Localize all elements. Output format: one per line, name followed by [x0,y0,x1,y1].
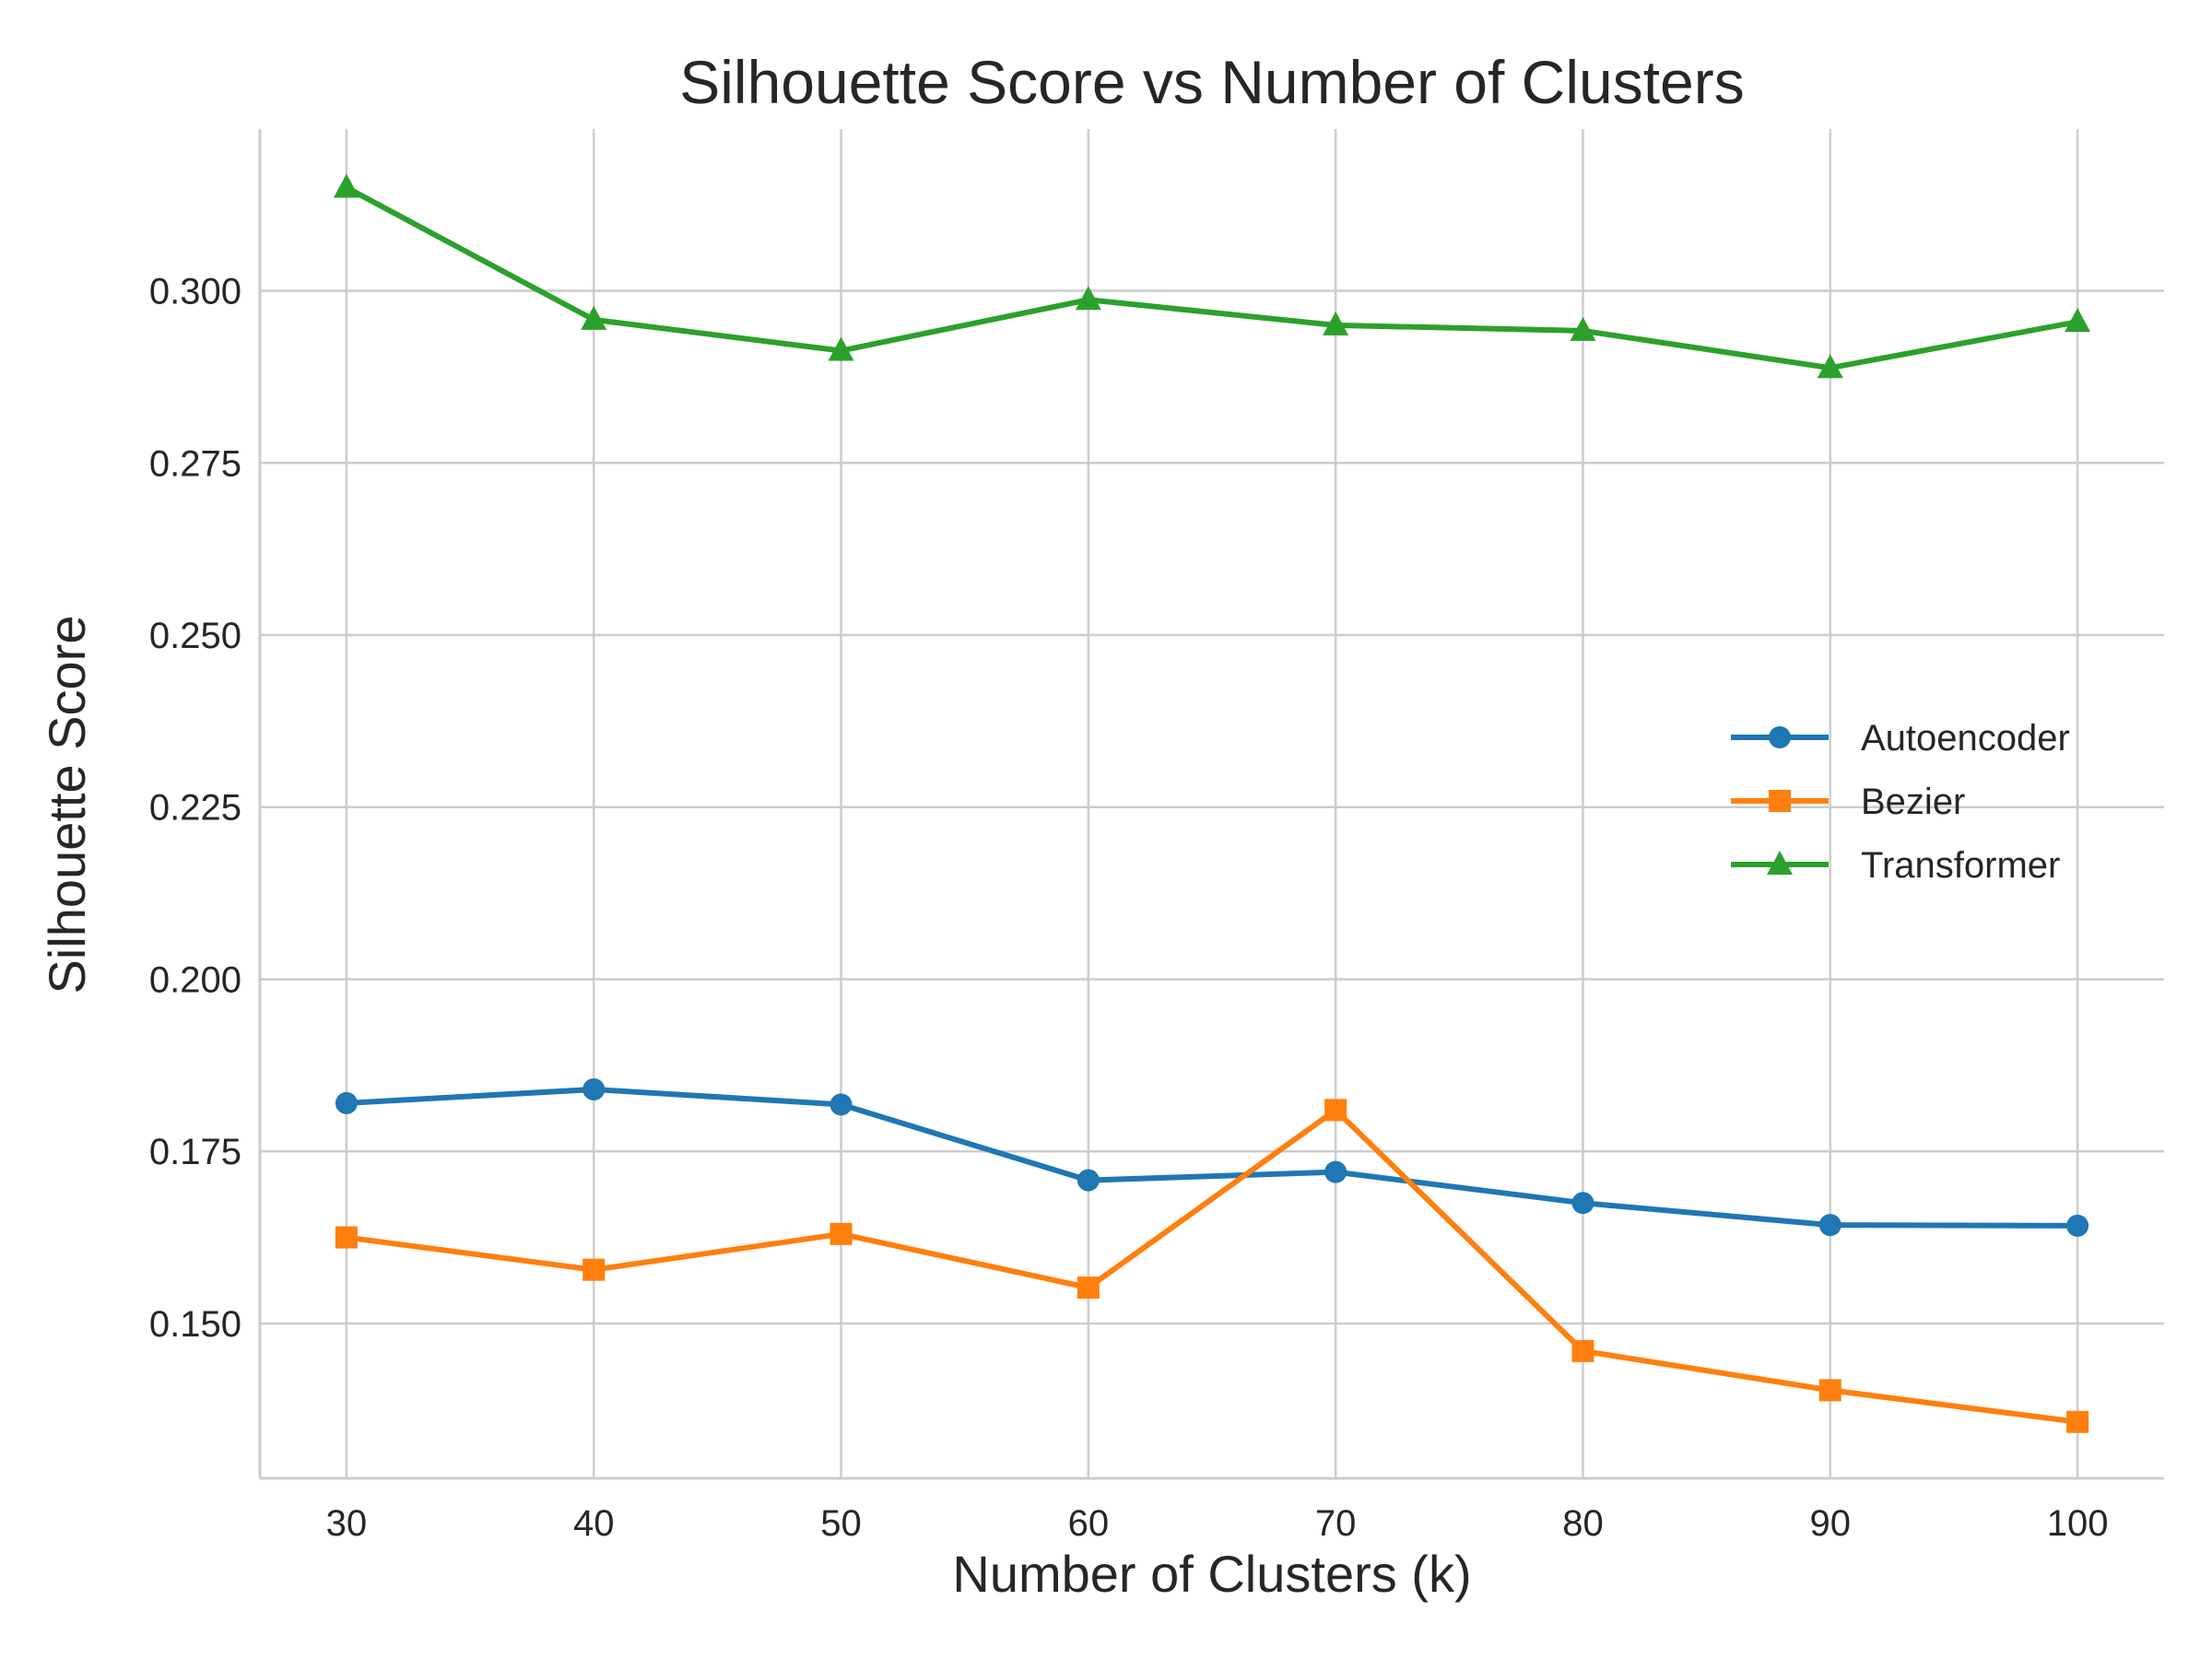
axes [258,129,2164,1480]
transformer-point [2065,308,2091,333]
y-tick-labels: 0.150 0.175 0.200 0.225 0.250 0.275 0.300 [149,272,241,1345]
bezier-point [2066,1410,2089,1433]
series-bezier [335,1099,2089,1433]
transformer-point [828,336,854,361]
legend-label: Bezier [1861,782,1965,822]
x-tick-labels: 30 40 50 60 70 80 90 100 [326,1503,2109,1544]
autoencoder-point [582,1077,606,1100]
autoencoder-point [1818,1214,1841,1237]
autoencoder-point [1324,1160,1347,1183]
x-tick-label: 60 [1068,1503,1110,1544]
series-group [333,173,2091,1433]
y-tick-label: 0.200 [149,959,241,1000]
x-tick-label: 80 [1562,1503,1604,1544]
autoencoder-point [335,1091,358,1114]
x-tick-label: 70 [1315,1503,1357,1544]
autoencoder-line [343,1086,2081,1229]
transformer-point [581,305,607,330]
bezier-point [1324,1099,1347,1122]
transformer-point [333,173,359,198]
bezier-line [343,1107,2081,1425]
bezier-point [582,1258,606,1281]
y-tick-label: 0.175 [149,1132,241,1172]
legend-label: Transformer [1861,845,2060,886]
series-transformer [333,173,2091,379]
autoencoder-point [1571,1192,1594,1215]
transformer-point [1075,286,1101,311]
x-tick-label: 30 [326,1503,368,1544]
legend-marker [1769,790,1791,812]
y-tick-label: 0.250 [149,616,241,656]
bezier-point [1077,1277,1100,1300]
transformer-line [343,184,2081,371]
legend-item-transformer: Transformer [1731,845,2060,886]
legend-label: Autoencoder [1861,718,2070,759]
x-tick-label: 40 [573,1503,615,1544]
autoencoder-point [830,1093,853,1116]
x-tick-label: 50 [820,1503,862,1544]
y-axis-label: Silhouette Score [38,616,96,994]
grid-lines [260,129,2164,1478]
legend-item-autoencoder: Autoencoder [1731,718,2070,759]
autoencoder-point [1077,1169,1100,1192]
bezier-point [830,1222,853,1245]
legend-marker [1769,726,1791,748]
y-tick-label: 0.225 [149,788,241,829]
legend-marker [1767,851,1793,875]
y-tick-label: 0.150 [149,1304,241,1345]
legend: Autoencoder Bezier Transformer [1731,718,2070,886]
transformer-point [1817,354,1843,379]
transformer-point [1323,311,1349,335]
autoencoder-point [2066,1214,2089,1237]
bezier-point [335,1226,358,1249]
y-tick-label: 0.300 [149,272,241,312]
legend-item-bezier: Bezier [1731,782,1965,822]
x-tick-label: 100 [2047,1503,2109,1544]
x-tick-label: 90 [1810,1503,1852,1544]
chart-title: Silhouette Score vs Number of Clusters [679,48,1744,116]
y-tick-label: 0.275 [149,443,241,484]
series-autoencoder [335,1077,2089,1237]
transformer-point [1570,316,1596,341]
bezier-point [1818,1379,1841,1402]
bezier-point [1571,1339,1594,1362]
x-axis-label: Number of Clusters (k) [952,1545,1471,1603]
